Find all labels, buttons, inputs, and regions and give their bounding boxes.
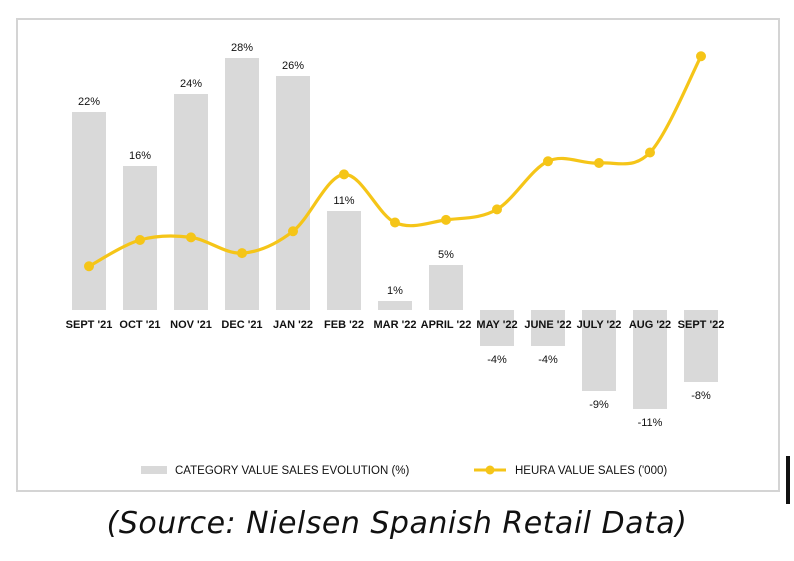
bar-1 [72,112,106,310]
line-point-2 [135,235,145,245]
bar-value-label: 26% [282,60,304,72]
x-tick-label: APRIL '22 [421,319,472,331]
bar-value-label: 22% [78,96,100,108]
x-tick-label: OCT '21 [119,319,160,331]
line-point-1 [84,261,94,272]
bar-value-label: -11% [638,417,663,429]
x-tick-label: SEPT '21 [66,319,113,331]
x-tick-label: AUG '22 [629,319,671,331]
source-caption: (Source: Nielsen Spanish Retail Data) [106,506,688,541]
x-tick-label: JULY '22 [577,319,622,331]
bar-value-label: 11% [333,195,354,207]
line-point-11 [594,158,604,168]
line-point-4 [237,248,247,259]
bar-11 [582,310,616,391]
x-tick-label: SEPT '22 [678,319,725,331]
bar-3 [174,94,208,310]
line-point-5 [288,226,298,237]
legend-marker-line [485,465,495,475]
line-point-13 [696,51,706,62]
bar-8 [429,265,463,310]
x-tick-label: JUNE '22 [524,319,571,331]
bar-10 [531,310,565,346]
chart: 22% 16% 24% 28% 26% 11% 1% 5% -4% -4% -9% -11% -8% SE… [66,42,725,477]
bar-4 [225,58,259,310]
bar-13 [684,310,718,382]
legend-swatch-bars [141,466,167,474]
x-tick-label: NOV '21 [170,319,212,331]
line-point-3 [186,232,196,243]
line-point-9 [492,204,502,215]
bar-value-label: 16% [129,150,151,162]
bar-value-label: 1% [387,285,403,297]
x-tick-label: JAN '22 [273,319,313,331]
bar-12 [633,310,667,409]
bar-6 [327,211,361,310]
bar-9 [480,310,514,346]
line-point-8 [441,214,451,225]
line-point-7 [390,217,400,228]
bar-value-label: -4% [538,354,558,366]
bar-value-label: 24% [180,78,202,90]
x-tick-label: FEB '22 [324,319,364,331]
text-cursor [786,456,790,504]
x-tick-label: MAY '22 [476,319,517,331]
line-point-10 [543,156,553,167]
x-tick-label: MAR '22 [374,319,417,331]
bar-value-label: -8% [691,390,711,402]
bar-value-label: -9% [589,399,609,411]
x-tick-label: DEC '21 [221,319,262,331]
line-point-6 [339,169,349,180]
bar-7 [378,301,412,310]
legend-label-bars: CATEGORY VALUE SALES EVOLUTION (%) [175,465,409,477]
bar-value-label: 28% [231,42,253,54]
bar-value-label: -4% [487,354,507,366]
line-point-12 [645,147,655,158]
legend-label-line: HEURA VALUE SALES ('000) [515,465,667,477]
bar-value-label: 5% [438,249,454,261]
bar-5 [276,76,310,310]
